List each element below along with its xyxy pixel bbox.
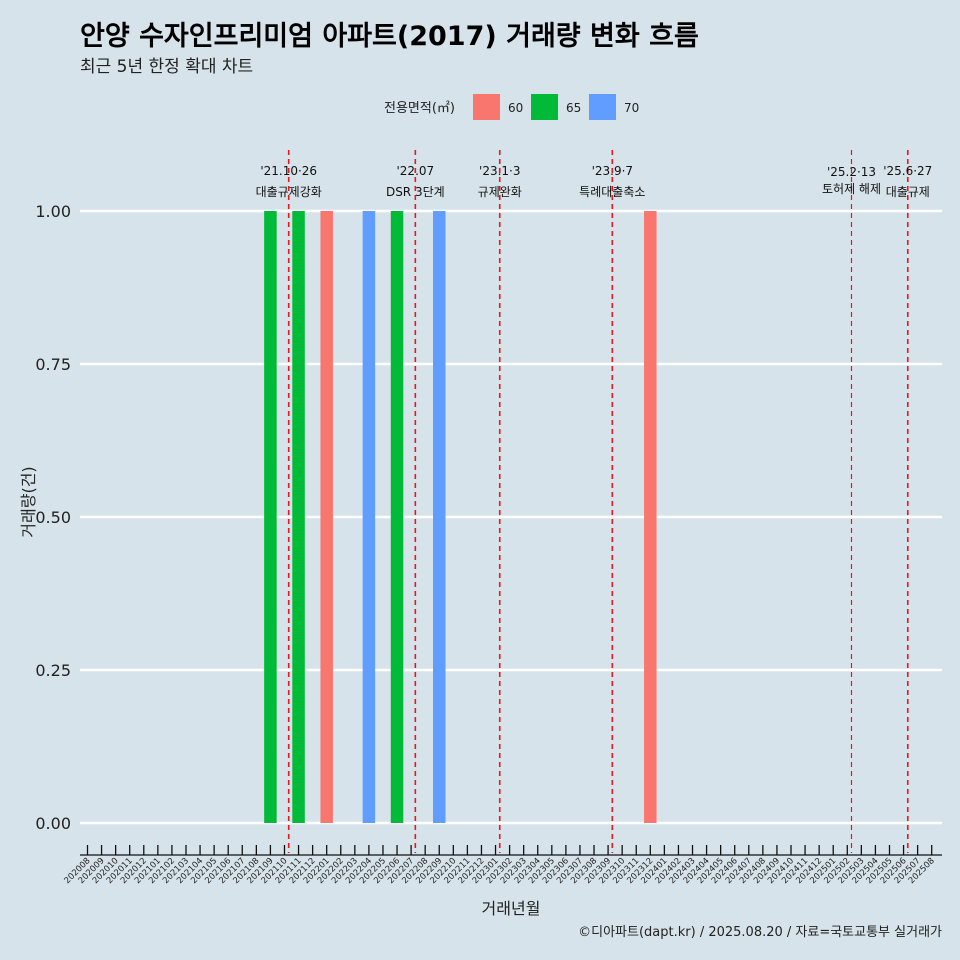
legend: 전용면적(㎡) 60 65 70	[384, 94, 639, 120]
event-date-label: '23.1·3	[479, 164, 520, 178]
event-date-label: '25.2·13	[827, 165, 876, 179]
y-tick-label: 0.25	[35, 661, 71, 680]
y-tick-label: 0.50	[35, 508, 71, 527]
event-date-label: '25.6·27	[883, 164, 932, 178]
bar-70-202209	[433, 211, 446, 823]
y-tick-label: 1.00	[35, 202, 71, 221]
bars	[264, 211, 657, 823]
event-date-label: '21.10·26	[260, 164, 317, 178]
y-axis-title: 거래량(건)	[19, 466, 38, 537]
legend-title: 전용면적(㎡)	[384, 101, 455, 116]
y-gridlines: 0.00 0.25 0.50 0.75 1.00	[35, 202, 942, 833]
event-name-label: DSR 3단계	[386, 185, 445, 199]
source-caption: ©디아파트(dapt.kr) / 2025.08.20 / 자료=국토교통부 실…	[578, 925, 942, 940]
legend-label-65: 65	[566, 101, 581, 115]
event-name-label: 대출규제강화	[256, 185, 322, 199]
event-name-label: 대출규제	[886, 185, 930, 199]
bar-65-202109	[264, 211, 277, 823]
legend-label-70: 70	[624, 101, 639, 115]
chart-title: 안양 수자인프리미엄 아파트(2017) 거래량 변화 흐름	[80, 21, 699, 52]
legend-swatch-60	[473, 94, 500, 120]
bar-70-202204	[362, 211, 376, 823]
legend-swatch-70	[589, 94, 616, 120]
event-name-label: 토허제 해제	[822, 182, 881, 196]
legend-label-60: 60	[508, 101, 523, 115]
chart-subtitle: 최근 5년 한정 확대 차트	[80, 57, 254, 77]
event-date-label: '22.07	[397, 164, 435, 178]
y-tick-label: 0.75	[35, 355, 71, 374]
x-axis-title: 거래년월	[482, 899, 541, 918]
axes: 2020082020092020102020112020122021012021…	[63, 845, 942, 886]
y-tick-label: 0.00	[35, 814, 71, 833]
bar-65-202206	[390, 211, 404, 823]
legend-swatch-65	[531, 94, 558, 120]
bar-60-202201	[320, 211, 333, 823]
bar-60-202312	[644, 211, 657, 823]
event-markers: '21.10·26 대출규제강화 '22.07 DSR 3단계 '23.1·3 규제완화 '…	[256, 150, 932, 853]
event-date-label: '23.9·7	[592, 164, 633, 178]
event-name-label: 특례대출축소	[579, 185, 645, 199]
bar-65-202111	[292, 211, 305, 823]
event-name-label: 규제완화	[478, 185, 522, 199]
